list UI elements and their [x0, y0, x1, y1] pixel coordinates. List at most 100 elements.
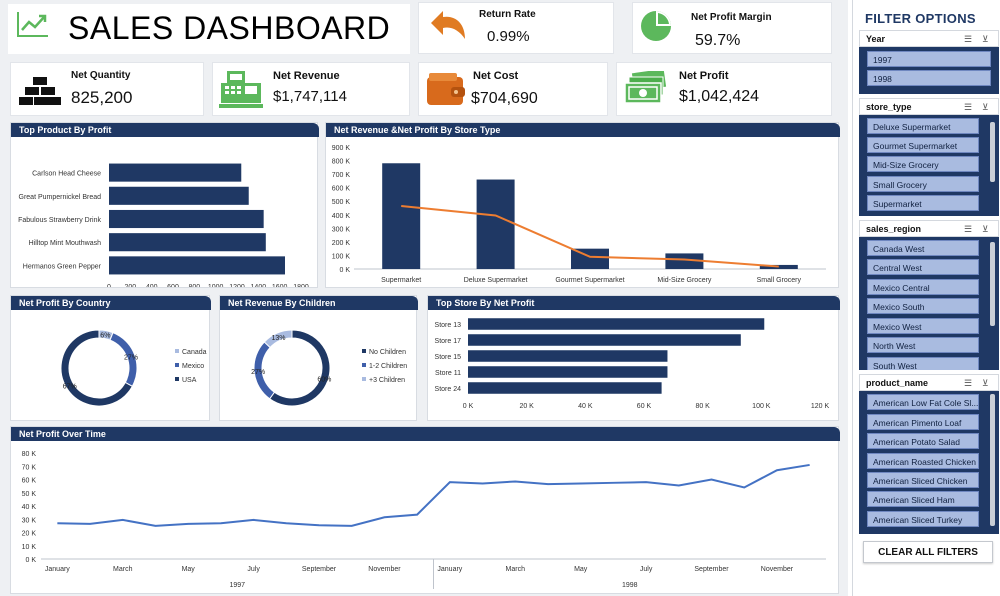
children-title: Net Revenue By Children: [220, 296, 418, 310]
legend-label: Mexico: [182, 363, 204, 370]
x-tick-label: 0 K: [463, 403, 474, 410]
donut-slice: [263, 329, 293, 349]
y-tick-label: 30 K: [22, 517, 37, 524]
category-label: Fabulous Strawberry Drink: [18, 217, 101, 224]
product-name-slicer: product_name ☰ ⊻ American Low Fat Cole S…: [859, 374, 999, 534]
product-name-slicer-header: product_name ☰ ⊻: [859, 374, 999, 391]
product-name-option[interactable]: American Sliced Turkey: [867, 511, 979, 527]
x-tick-label: September: [694, 566, 729, 573]
x-tick-label: 100 K: [752, 403, 771, 410]
sales-region-option[interactable]: Mexico Central: [867, 279, 979, 295]
legend-marker: [175, 363, 179, 367]
category-label: Carlson Head Cheese: [32, 171, 101, 178]
profit-over-time-title: Net Profit Over Time: [11, 427, 840, 441]
legend-marker: [362, 377, 366, 381]
y-tick-label: 0 K: [25, 557, 36, 564]
sales-region-option[interactable]: North West: [867, 337, 979, 353]
bar: [109, 163, 242, 182]
slice-label: 13%: [271, 335, 285, 342]
net-profit-margin-label: Net Profit Margin: [691, 12, 772, 23]
net-quantity-card: Net Quantity 825,200: [10, 62, 204, 116]
legend-marker: [362, 363, 366, 367]
store-type-option[interactable]: Small Grocery: [867, 176, 979, 192]
sales-region-option[interactable]: Central West: [867, 259, 979, 275]
slice-label: 27%: [124, 354, 138, 361]
net-profit-label: Net Profit: [679, 70, 729, 82]
product-name-option[interactable]: American Sliced Chicken: [867, 472, 979, 488]
country-title: Net Profit By Country: [11, 296, 211, 310]
multi-select-icon[interactable]: ☰: [964, 34, 973, 44]
y-tick-label: 400 K: [332, 213, 351, 220]
y-tick-label: 800 K: [332, 159, 351, 166]
product-name-scrollbar[interactable]: [990, 394, 995, 526]
sales-region-scrollbar[interactable]: [990, 242, 995, 326]
bar: [468, 334, 741, 346]
clear-filter-icon[interactable]: ⊻: [982, 224, 989, 234]
sales-region-option[interactable]: Mexico South: [867, 298, 979, 314]
top-store-panel: Top Store By Net Profit Store 13 Store 17…: [427, 295, 840, 421]
y-tick-label: 60 K: [22, 478, 37, 485]
top-store-chart: Store 13 Store 17 Store 15 Store 11 Store 24…: [435, 318, 830, 410]
year-option-1998[interactable]: 1998: [867, 70, 991, 86]
net-cost-card: Net Cost $704,690: [418, 62, 608, 116]
profit-over-time-panel: Net Profit Over Time 0 K 10 K 20 K 30 K 40 K…: [10, 426, 840, 594]
x-tick-label: 1200: [229, 284, 245, 287]
bar: [109, 209, 264, 229]
multi-select-icon[interactable]: ☰: [964, 224, 973, 234]
y-tick-label: 200 K: [332, 240, 351, 247]
wallet-icon: [427, 73, 465, 105]
x-tick-label: 20 K: [519, 403, 534, 410]
product-name-option[interactable]: American Low Fat Cole Sl...: [867, 394, 979, 410]
net-profit-value: $1,042,424: [679, 88, 760, 105]
year-slicer-header: Year ☰ ⊻: [859, 30, 999, 47]
category-label: Mid-Size Grocery: [657, 277, 712, 284]
legend-label: No Children: [369, 349, 406, 356]
x-tick-label: 120 K: [811, 403, 830, 410]
bar: [109, 256, 285, 275]
slice-label: 27%: [251, 369, 265, 376]
money-bills-icon: [625, 71, 667, 104]
store-type-option[interactable]: Deluxe Supermarket: [867, 118, 979, 134]
store-type-option[interactable]: Mid-Size Grocery: [867, 156, 979, 172]
product-name-slicer-label: product_name: [866, 378, 929, 388]
return-rate-card: Return Rate 0.99%: [418, 2, 614, 54]
sales-region-option[interactable]: South West: [867, 357, 979, 370]
store-type-option[interactable]: Gourmet Supermarket: [867, 137, 979, 153]
category-label: Hilltop Mint Mouthwash: [29, 240, 101, 247]
trend-up-icon: [17, 12, 48, 37]
year-group-label: 1997: [229, 582, 245, 589]
filter-pane: FILTER OPTIONS Year ☰ ⊻ 1997 1998 store_…: [852, 0, 1000, 596]
year-group-label: 1998: [622, 582, 638, 589]
bar: [109, 186, 249, 205]
product-name-option[interactable]: American Pimento Loaf: [867, 414, 979, 430]
store-type-chart: 0 K 100 K 200 K 300 K 400 K 500 K 600 K 700 K 80…: [332, 145, 826, 284]
x-tick-label: 200: [124, 284, 136, 287]
x-tick-label: 60 K: [637, 403, 652, 410]
year-option-1997[interactable]: 1997: [867, 51, 991, 67]
product-name-option[interactable]: American Potato Salad: [867, 433, 979, 449]
x-tick-label: July: [247, 566, 260, 573]
y-tick-label: 50 K: [22, 491, 37, 498]
sales-region-option[interactable]: Mexico West: [867, 318, 979, 334]
multi-select-icon[interactable]: ☰: [964, 378, 973, 388]
store-type-scrollbar[interactable]: [990, 122, 995, 182]
product-name-option[interactable]: American Sliced Ham: [867, 491, 979, 507]
sales-region-option[interactable]: Canada West: [867, 240, 979, 256]
store-type-panel: Net Revenue &Net Profit By Store Type 0 …: [325, 122, 840, 288]
year-slicer-label: Year: [866, 34, 886, 44]
multi-select-icon[interactable]: ☰: [964, 102, 973, 112]
legend-label: Canada: [182, 349, 207, 356]
clear-filter-icon[interactable]: ⊻: [982, 102, 989, 112]
bar: [468, 350, 668, 362]
sales-region-slicer-label: sales_region: [866, 224, 922, 234]
store-type-option[interactable]: Supermarket: [867, 195, 979, 211]
x-tick-label: 0: [107, 284, 111, 287]
clear-filter-icon[interactable]: ⊻: [982, 378, 989, 388]
profit-trend-line: [57, 463, 810, 527]
legend-label: USA: [182, 377, 197, 384]
x-tick-label: March: [506, 566, 526, 573]
clear-all-filters-button[interactable]: CLEAR ALL FILTERS: [863, 541, 993, 563]
product-name-option[interactable]: American Roasted Chicken: [867, 453, 979, 469]
clear-filter-icon[interactable]: ⊻: [982, 34, 989, 44]
